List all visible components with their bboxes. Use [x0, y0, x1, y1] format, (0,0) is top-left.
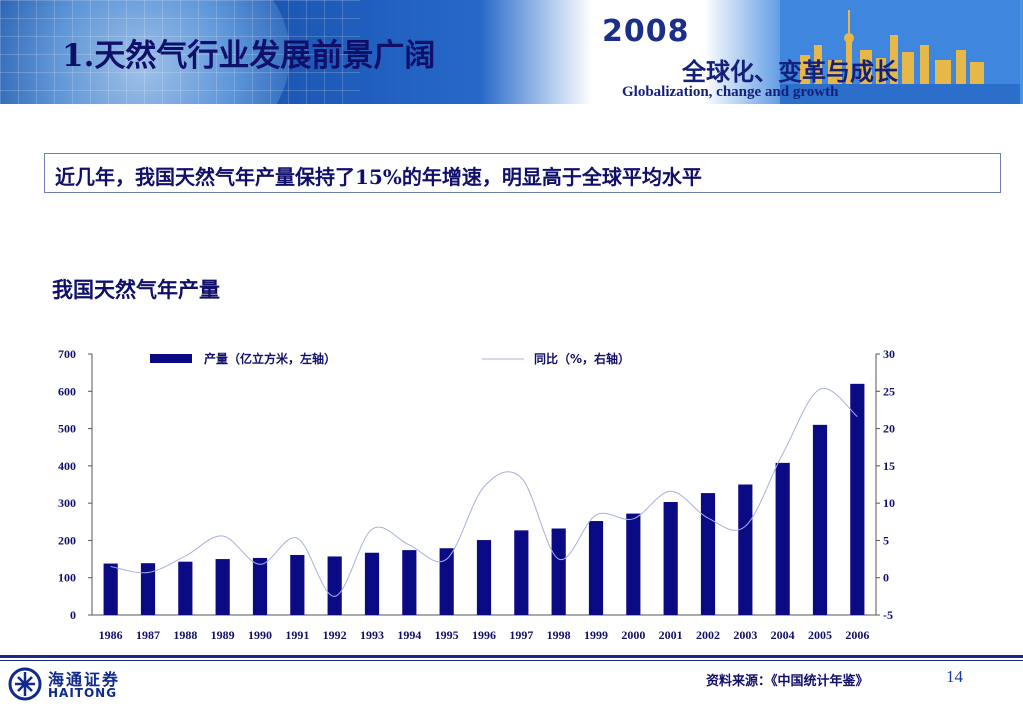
summary-text: 近几年，我国天然气年产量保持了15%的年增速，明显高于全球平均水平 — [55, 165, 702, 189]
left-tick-label: 0 — [70, 608, 76, 622]
bar-production — [364, 552, 380, 615]
legend-bar-label: 产量（亿立方米，左轴） — [204, 351, 336, 366]
bar-production — [327, 556, 342, 615]
x-tick-label: 1990 — [248, 628, 272, 642]
logo-chinese: 海通证券 — [48, 670, 121, 689]
bar-production — [663, 502, 678, 615]
legend-bar-swatch — [150, 354, 192, 363]
slogan: 全球化、变革与成长 — [682, 58, 898, 86]
globe-graphic — [0, 0, 290, 104]
x-tick-label: 2000 — [621, 628, 645, 642]
slide-title: 1.天然气行业发展前景广阔 — [62, 38, 436, 74]
x-tick-label: 2001 — [659, 628, 683, 642]
bar-production — [775, 462, 790, 615]
x-tick-label: 1997 — [509, 628, 533, 642]
right-tick-label: 5 — [883, 533, 889, 547]
haitong-logo-icon — [8, 667, 42, 701]
bar-production — [700, 493, 716, 615]
right-tick-label: 20 — [883, 422, 895, 436]
x-tick-label: 1995 — [435, 628, 459, 642]
x-tick-label: 1988 — [173, 628, 197, 642]
bar-production — [738, 484, 753, 615]
slogan-english: Globalization, change and growth — [622, 84, 839, 100]
bar-production — [103, 563, 118, 615]
banner-highlight — [480, 0, 800, 104]
bar-production — [402, 550, 417, 615]
company-logo: 海通证券 HAITONG — [8, 664, 138, 704]
x-tick-label: 1999 — [584, 628, 608, 642]
left-tick-label: 600 — [58, 384, 76, 398]
bar-production — [290, 554, 305, 615]
summary-box: 近几年，我国天然气年产量保持了15%的年增速，明显高于全球平均水平 — [44, 153, 1001, 193]
footer-divider-thin — [0, 660, 1023, 661]
x-tick-label: 1987 — [136, 628, 160, 642]
x-tick-label: 2005 — [808, 628, 832, 642]
left-tick-label: 300 — [58, 496, 76, 510]
right-tick-label: -5 — [883, 608, 893, 622]
bar-production — [178, 561, 193, 615]
x-tick-label: 1996 — [472, 628, 496, 642]
x-tick-label: 1998 — [547, 628, 571, 642]
bar-production — [252, 557, 268, 615]
bar-production — [551, 528, 566, 615]
data-source: 资料来源：《中国统计年鉴》 — [706, 674, 869, 689]
right-tick-label: 0 — [883, 571, 889, 585]
chart-title: 我国天然气年产量 — [52, 277, 220, 302]
right-tick-label: 15 — [883, 459, 895, 473]
x-tick-label: 2003 — [733, 628, 757, 642]
right-tick-label: 10 — [883, 496, 895, 510]
header-banner: 1.天然气行业发展前景广阔 2008 全球化、变革与成长 Globalizati… — [0, 0, 1023, 104]
footer-divider — [0, 655, 1023, 658]
bar-production — [626, 513, 641, 615]
grid-graphic — [0, 0, 360, 104]
x-tick-label: 2006 — [845, 628, 869, 642]
legend-line-label: 同比（%，右轴） — [534, 351, 630, 366]
page-number: 14 — [946, 667, 963, 686]
left-tick-label: 700 — [58, 347, 76, 361]
bar-production — [476, 540, 492, 615]
bar-production — [588, 521, 604, 615]
line-yoy-growth — [110, 387, 858, 597]
logo-english: HAITONG — [48, 686, 118, 700]
left-tick-label: 500 — [58, 422, 76, 436]
bar-production — [140, 563, 156, 615]
x-tick-label: 1992 — [323, 628, 347, 642]
x-tick-label: 2002 — [696, 628, 720, 642]
production-chart: 0 100 200 300 400 500 600 700 -5 0 5 10 15 20 25 30 1986… — [58, 347, 895, 642]
bar-production — [439, 548, 454, 615]
right-tick-label: 25 — [883, 384, 895, 398]
x-tick-label: 1991 — [285, 628, 309, 642]
left-tick-label: 100 — [58, 571, 76, 585]
x-tick-label: 1993 — [360, 628, 384, 642]
year-logo: 2008 — [602, 14, 690, 49]
x-tick-label: 1989 — [211, 628, 235, 642]
bar-production — [812, 424, 828, 615]
bar-production — [514, 530, 529, 615]
bar-production — [215, 559, 230, 615]
x-tick-label: 1994 — [397, 628, 421, 642]
left-tick-label: 200 — [58, 533, 76, 547]
x-tick-label: 2004 — [771, 628, 795, 642]
left-tick-label: 400 — [58, 459, 76, 473]
right-tick-label: 30 — [883, 347, 895, 361]
bar-production — [850, 383, 865, 615]
x-tick-label: 1986 — [99, 628, 123, 642]
city-skyline-icon — [780, 0, 1020, 104]
